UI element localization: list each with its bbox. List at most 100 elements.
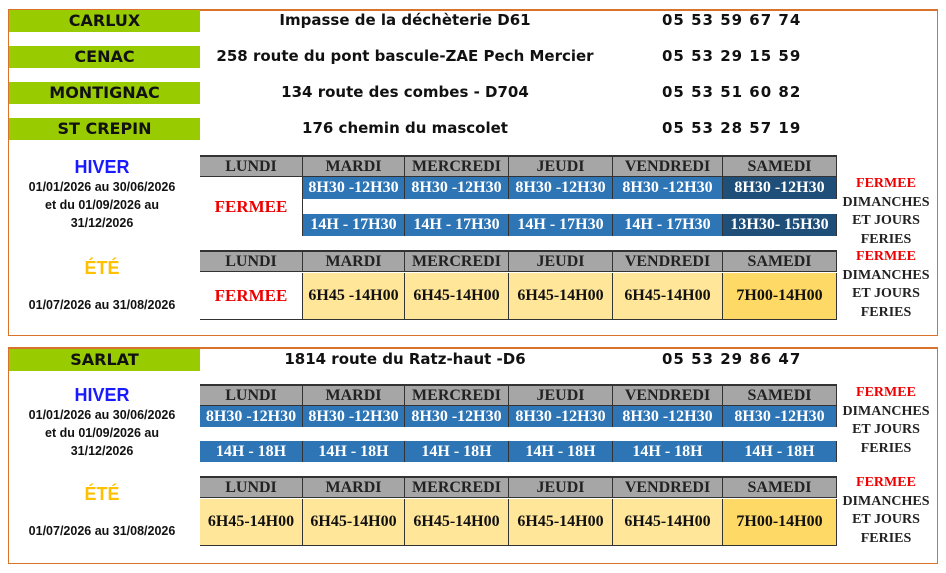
day-header: VENDREDI [613,384,723,406]
site-address: 1814 route du Ratz-haut -D6 [284,350,526,368]
day-header: JEUDI [509,476,613,498]
closed-note: FERMEE DIMANCHES ET JOURS FERIES [837,175,935,247]
summer-title: ÉTÉ [84,484,120,504]
afternoon-hours: 14H - 18H [200,441,303,462]
site-address: Impasse de la déchèterie D61 [279,11,531,29]
morning-hours: 8H30 -12H30 [405,177,509,199]
winter-dates: et du 01/09/2026 au [45,198,159,212]
day-header: LUNDI [200,384,303,406]
panel-group-1 [8,9,938,336]
day-header: MERCREDI [405,250,509,272]
panel-sarlat [8,347,938,564]
afternoon-hours: 14H - 18H [303,441,405,462]
day-header: MARDI [303,155,405,177]
winter-dates: 01/01/2026 au 30/06/2026 [28,180,176,194]
day-header: SAMEDI [723,476,837,498]
summer-hours: 6H45-14H00 [405,273,509,320]
summer-hours: 6H45 -14H00 [303,273,405,320]
day-header: SAMEDI [723,384,837,406]
morning-hours: 8H30 -12H30 [509,406,613,427]
site-name: CARLUX [9,10,200,32]
afternoon-hours: 14H - 18H [613,441,723,462]
morning-hours: 8H30 -12H30 [303,406,405,427]
afternoon-hours: 14H - 17H30 [303,214,405,236]
day-header: MERCREDI [405,476,509,498]
lundi-closed: FERMEE [200,177,303,236]
morning-hours: 8H30 -12H30 [613,406,723,427]
closed-note: FERMEE DIMANCHES ET JOURS FERIES [837,474,935,548]
day-header: LUNDI [200,476,303,498]
day-header: MARDI [303,250,405,272]
site-phone: 05 53 29 15 59 [662,47,802,65]
closed-note: FERMEE DIMANCHES ET JOURS FERIES [837,248,935,322]
morning-hours: 8H30 -12H30 [200,406,303,427]
afternoon-hours: 14H - 17H30 [509,214,613,236]
closed-text: DIMANCHES [842,493,930,509]
morning-hours: 8H30 -12H30 [723,177,837,199]
closed-text: ET JOURS [852,213,920,228]
summer-title: ÉTÉ [84,258,120,278]
afternoon-hours: 14H - 18H [509,441,613,462]
summer-hours: 7H00-14H00 [723,499,837,546]
site-name: MONTIGNAC [9,82,200,104]
closed-text: DIMANCHES [842,194,930,210]
afternoon-hours: 14H - 17H30 [405,214,509,236]
site-phone: 05 53 51 60 82 [662,83,802,101]
afternoon-hours: 14H - 18H [405,441,509,462]
site-name: ST CREPIN [9,118,200,140]
summer-hours: 6H45-14H00 [509,499,613,546]
closed-title: FERMEE [856,176,916,191]
closed-title: FERMEE [856,475,916,490]
day-header: SAMEDI [723,250,837,272]
summer-hours: 6H45-14H00 [405,499,509,546]
site-name: CENAC [9,46,200,68]
closed-text: FERIES [860,440,912,456]
day-header: JEUDI [509,250,613,272]
afternoon-hours: 14H - 17H30 [613,214,723,236]
closed-text: DIMANCHES [842,403,930,419]
closed-text: FERIES [860,530,912,546]
day-header: MERCREDI [405,155,509,177]
day-header: MARDI [303,476,405,498]
summer-hours: 7H00-14H00 [723,273,837,320]
summer-dates: 01/07/2026 au 31/08/2026 [28,298,176,312]
summer-label-1: ÉTÉ 01/07/2026 au 31/08/2026 [12,258,192,314]
morning-hours: 8H30 -12H30 [723,406,837,427]
site-address: 176 chemin du mascolet [302,119,508,137]
closed-title: FERMEE [856,385,916,400]
morning-hours: 8H30 -12H30 [613,177,723,199]
site-name: SARLAT [9,349,200,371]
lundi-closed: FERMEE [200,273,303,320]
day-header: MARDI [303,384,405,406]
site-phone: 05 53 59 67 74 [662,11,802,29]
summer-hours: 6H45-14H00 [509,273,613,320]
morning-hours: 8H30 -12H30 [303,177,405,199]
site-address: 258 route du pont bascule-ZAE Pech Merci… [216,47,594,65]
day-header: VENDREDI [613,476,723,498]
summer-hours: 6H45-14H00 [303,499,405,546]
morning-hours: 8H30 -12H30 [405,406,509,427]
closed-note: FERMEE DIMANCHES ET JOURS FERIES [837,384,935,460]
closed-text: ET JOURS [852,512,920,527]
day-header: JEUDI [509,155,613,177]
afternoon-hours: 13H30- 15H30 [723,214,837,236]
day-header: VENDREDI [613,250,723,272]
winter-dates: 31/12/2026 [70,444,134,458]
winter-label-2: HIVER 01/01/2026 au 30/06/2026 et du 01/… [12,385,192,460]
closed-text: FERIES [860,231,912,247]
winter-dates: et du 01/09/2026 au [45,426,159,440]
summer-label-2: ÉTÉ 01/07/2026 au 31/08/2026 [12,484,192,540]
day-header: LUNDI [200,250,303,272]
winter-title: HIVER [74,157,130,177]
winter-label-1: HIVER 01/01/2026 au 30/06/2026 et du 01/… [12,157,192,232]
day-header: VENDREDI [613,155,723,177]
closed-text: ET JOURS [852,422,920,437]
site-phone: 05 53 28 57 19 [662,119,802,137]
closed-text: ET JOURS [852,286,920,301]
summer-hours: 6H45-14H00 [613,499,723,546]
day-header: JEUDI [509,384,613,406]
summer-dates: 01/07/2026 au 31/08/2026 [28,524,176,538]
morning-hours: 8H30 -12H30 [509,177,613,199]
closed-title: FERMEE [856,249,916,264]
site-address: 134 route des combes - D704 [281,83,529,101]
